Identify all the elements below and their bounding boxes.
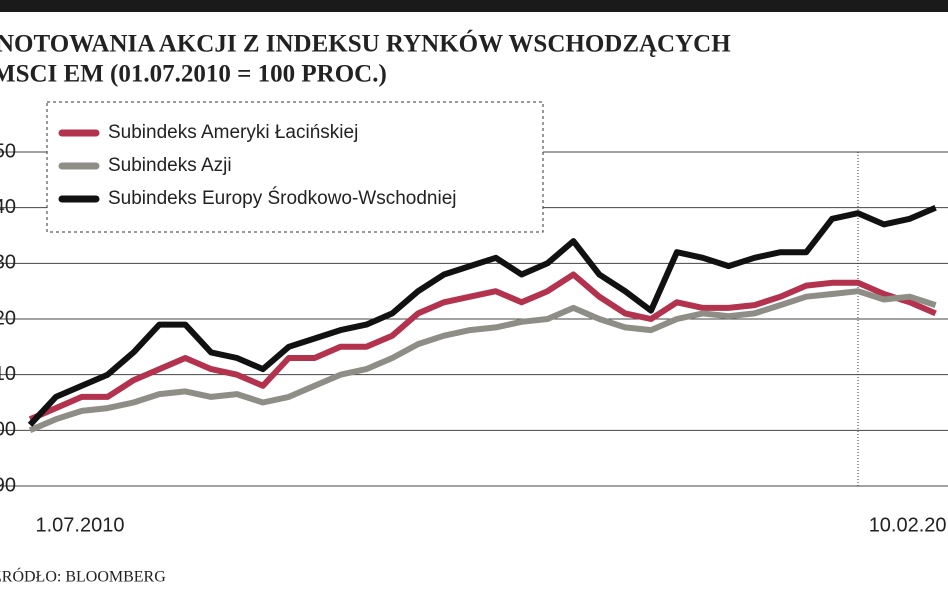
top-bar xyxy=(0,0,948,12)
series-line xyxy=(27,204,937,427)
plot xyxy=(27,204,937,434)
y-tick-label: 100 xyxy=(0,419,16,441)
x-tick-label: 1.07.2010 xyxy=(36,514,125,536)
y-tick-label: 110 xyxy=(0,363,16,385)
y-tick-label: 90 xyxy=(0,474,16,496)
series-line xyxy=(28,288,937,434)
y-tick-label: 140 xyxy=(0,196,16,218)
legend-label: Subindeks Ameryki Łacińskiej xyxy=(108,122,358,143)
y-tick-label: 150 xyxy=(0,140,16,162)
y-tick-label: 120 xyxy=(0,307,16,329)
x-tick-label: 10.02.2011 xyxy=(869,514,948,536)
source: ŹRÓDŁO: BLOOMBERG xyxy=(0,567,166,586)
legend-label: Subindeks Europy Środkowo-Wschodniej xyxy=(108,187,457,209)
chart-title: NOTOWANIA AKCJI Z INDEKSU RYNKÓW WSCHODZ… xyxy=(0,30,731,58)
chart-subtitle: MSCI EM (01.07.2010 = 100 PROC.) xyxy=(0,61,387,88)
legend-label: Subindeks Azji xyxy=(108,155,232,176)
legend: Subindeks Ameryki Łacińskiej Subindeks Az… xyxy=(46,101,544,233)
legend-box xyxy=(46,101,544,233)
series-line xyxy=(28,271,937,422)
y-tick-label: 130 xyxy=(0,252,16,274)
